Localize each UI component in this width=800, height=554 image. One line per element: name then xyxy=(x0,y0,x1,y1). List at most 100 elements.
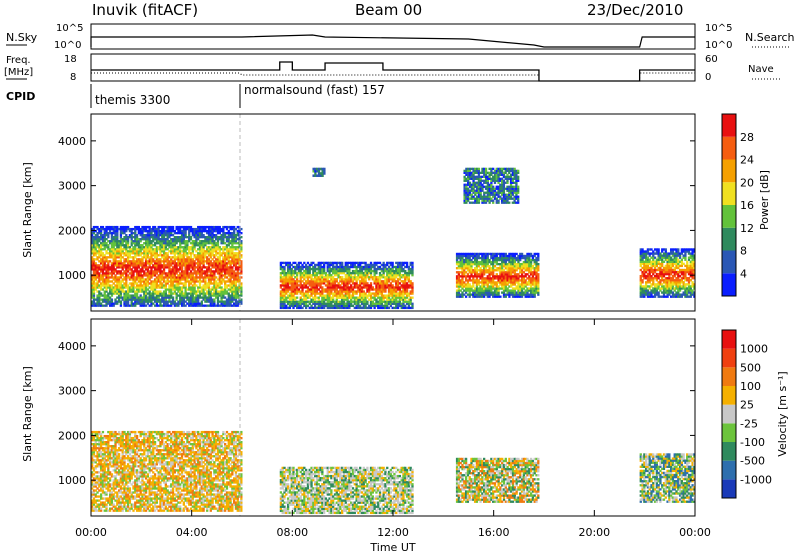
power-cell xyxy=(125,286,128,289)
power-cell xyxy=(180,286,184,289)
power-cell xyxy=(225,225,229,229)
power-cell xyxy=(488,260,491,264)
power-cell xyxy=(520,252,524,256)
power-cell xyxy=(211,225,214,229)
power-cell xyxy=(207,242,211,245)
power-cell xyxy=(461,283,464,286)
power-cell xyxy=(195,254,198,257)
power-cell xyxy=(323,288,326,291)
power-cell xyxy=(378,265,382,269)
power-cell xyxy=(341,296,344,299)
power-cell xyxy=(382,271,385,275)
power-cell xyxy=(360,282,364,285)
power-cell xyxy=(112,248,115,251)
power-cell xyxy=(299,261,302,265)
power-cell xyxy=(213,292,216,295)
power-cell xyxy=(137,229,141,233)
power-cell xyxy=(330,298,333,301)
power-cell xyxy=(236,274,239,277)
power-cell xyxy=(384,278,387,281)
power-cell xyxy=(180,266,184,269)
power-cell xyxy=(326,269,329,273)
power-cell xyxy=(400,274,403,277)
power-cell xyxy=(193,233,196,237)
power-cell xyxy=(96,250,99,253)
power-cell xyxy=(117,286,121,289)
power-cell xyxy=(110,290,114,293)
power-cell xyxy=(152,248,155,251)
power-cell xyxy=(107,282,110,285)
power-cell xyxy=(206,292,209,295)
power-cell xyxy=(400,306,403,310)
power-cell xyxy=(360,290,364,293)
power-cell xyxy=(125,225,128,229)
power-cell xyxy=(411,286,414,289)
power-cell xyxy=(153,229,157,233)
power-cell xyxy=(479,260,482,264)
power-cell xyxy=(148,292,151,295)
power-cell xyxy=(157,238,160,241)
power-cell xyxy=(357,304,360,308)
power-cell xyxy=(132,288,135,291)
power-cell xyxy=(520,291,524,294)
power-cell xyxy=(290,269,293,273)
power-cell xyxy=(337,290,340,293)
power-cell xyxy=(369,298,373,301)
power-cell xyxy=(335,300,338,303)
power-cell xyxy=(198,292,202,295)
power-cell xyxy=(222,264,225,267)
power-cell xyxy=(233,256,236,259)
power-cell xyxy=(105,274,108,277)
power-cell xyxy=(529,252,533,256)
power-cell xyxy=(198,262,202,265)
power-cell xyxy=(222,258,225,261)
power-cell xyxy=(326,290,329,293)
power-cell xyxy=(207,229,211,233)
power-cell xyxy=(321,278,324,281)
power-cell xyxy=(94,242,97,245)
power-cell xyxy=(355,298,358,301)
power-cell xyxy=(499,277,502,280)
power-cell xyxy=(200,270,203,273)
power-cell xyxy=(378,304,382,308)
power-cell xyxy=(321,265,324,269)
power-cell xyxy=(339,269,342,273)
power-cell xyxy=(378,288,382,291)
power-cell xyxy=(517,258,520,262)
power-cell xyxy=(373,263,376,267)
power-cell xyxy=(134,236,137,239)
power-cell xyxy=(531,281,535,284)
power-cell xyxy=(517,262,520,266)
power-cell xyxy=(206,229,209,233)
power-cell xyxy=(168,272,171,275)
power-cell xyxy=(288,265,292,269)
power-cell xyxy=(137,276,141,279)
power-cell xyxy=(315,306,319,310)
power-cell xyxy=(400,292,403,295)
power-cell xyxy=(231,258,234,261)
power-cell xyxy=(119,225,123,229)
power-cell xyxy=(91,300,94,303)
power-cell xyxy=(513,265,516,268)
power-cell xyxy=(353,306,356,310)
power-cell xyxy=(101,260,105,263)
power-cell xyxy=(139,238,142,241)
power-cell xyxy=(119,229,123,233)
power-cell xyxy=(209,248,212,251)
power-cell xyxy=(398,296,402,299)
power-cell xyxy=(328,292,331,295)
power-cell xyxy=(184,272,187,275)
power-cell xyxy=(103,274,106,277)
power-cell xyxy=(313,271,317,275)
power-cell xyxy=(130,227,133,231)
power-cell xyxy=(211,288,214,291)
power-cell xyxy=(224,276,227,279)
power-cell xyxy=(141,244,144,247)
power-cell xyxy=(493,275,497,278)
power-cell xyxy=(173,264,176,267)
power-cell xyxy=(162,244,166,247)
power-cell xyxy=(350,294,353,297)
power-cell xyxy=(524,275,527,278)
power-cell xyxy=(112,240,115,243)
power-cell xyxy=(285,298,288,301)
